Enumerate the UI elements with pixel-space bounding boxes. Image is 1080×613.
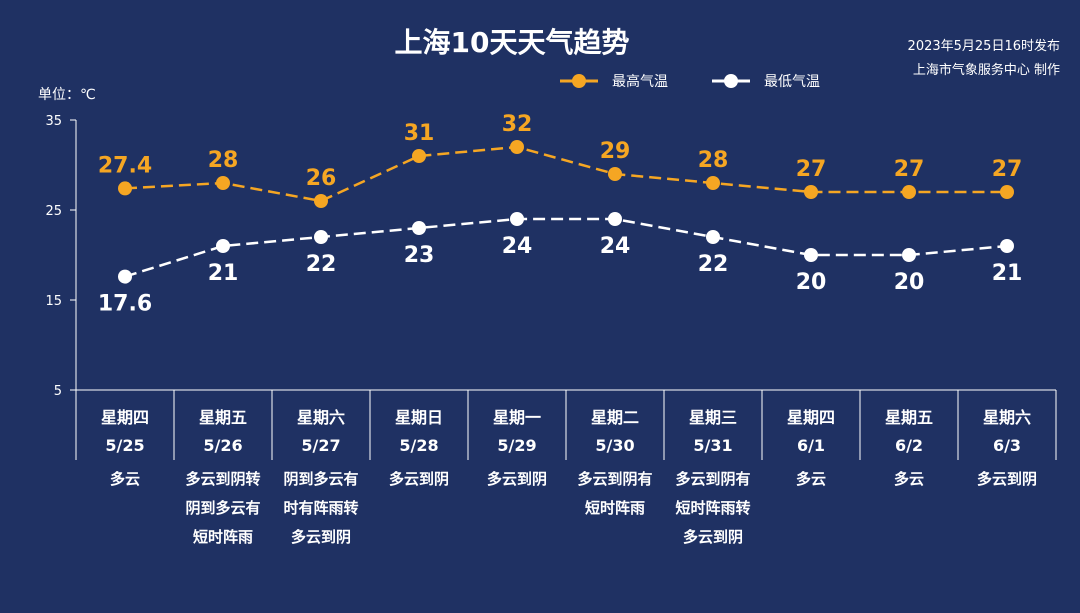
data-point-high bbox=[118, 181, 132, 196]
weather-text: 多云到阴 bbox=[389, 470, 449, 488]
chart-title: 上海10天天气趋势 bbox=[395, 26, 630, 59]
data-point-high bbox=[510, 140, 524, 154]
data-point-low bbox=[608, 212, 622, 226]
publish-time: 2023年5月25日16时发布 bbox=[908, 38, 1060, 54]
weather-text: 时有阵雨转 bbox=[283, 499, 358, 517]
date-label: 5/31 bbox=[693, 436, 732, 455]
data-label-low: 17.6 bbox=[98, 292, 152, 317]
weather-text: 阴到多云有 bbox=[283, 470, 358, 488]
data-label-low: 20 bbox=[796, 270, 827, 295]
data-label-high: 26 bbox=[306, 166, 337, 191]
weather-text: 阴到多云有 bbox=[185, 499, 260, 517]
date-label: 5/26 bbox=[203, 436, 242, 455]
weather-text: 多云 bbox=[796, 470, 826, 488]
weather-text: 多云 bbox=[894, 470, 924, 488]
data-label-high: 31 bbox=[404, 121, 435, 146]
data-point-low bbox=[314, 230, 328, 244]
date-label: 6/3 bbox=[993, 436, 1021, 455]
weather-text: 多云到阴有 bbox=[675, 470, 750, 488]
data-point-low bbox=[1000, 239, 1014, 253]
data-point-low bbox=[902, 248, 916, 262]
data-point-low bbox=[216, 239, 230, 253]
weather-text: 多云到阴 bbox=[977, 470, 1037, 488]
date-label: 6/1 bbox=[797, 436, 825, 455]
x-axis-labels: 星期四5/25多云星期五5/26多云到阴转阴到多云有短时阵雨星期六5/27阴到多… bbox=[101, 408, 1037, 546]
data-point-low bbox=[510, 212, 524, 226]
data-label-low: 20 bbox=[894, 270, 925, 295]
weather-text: 多云到阴转 bbox=[185, 470, 260, 488]
series-line-high bbox=[124, 145, 1007, 203]
date-label: 5/28 bbox=[399, 436, 438, 455]
data-point-high bbox=[412, 149, 426, 163]
data-point-high bbox=[804, 185, 818, 199]
data-point-high bbox=[608, 167, 622, 181]
weather-text: 多云到阴 bbox=[487, 470, 547, 488]
weekday-label: 星期三 bbox=[689, 408, 737, 427]
date-label: 5/29 bbox=[497, 436, 536, 455]
unit-label: 单位：℃ bbox=[38, 87, 96, 103]
data-point-high bbox=[314, 194, 328, 208]
weekday-label: 星期五 bbox=[199, 408, 247, 427]
series-line-low bbox=[124, 217, 1008, 278]
y-tick-label: 35 bbox=[45, 114, 62, 129]
data-label-low: 21 bbox=[992, 261, 1023, 286]
weekday-label: 星期六 bbox=[983, 408, 1031, 427]
legend-low: 最低气温 bbox=[712, 74, 820, 90]
legend-low-swatch-dot bbox=[724, 74, 738, 88]
data-point-high bbox=[216, 176, 230, 190]
series-layer: 27.4 28 26 31 32 29 28 27 27 27 17.6 21 22 23 24 24 22 20… bbox=[98, 112, 1022, 317]
y-tick-label: 15 bbox=[45, 294, 62, 309]
data-label-high: 27 bbox=[894, 157, 925, 182]
y-tick-label: 25 bbox=[45, 204, 62, 219]
legend-high-swatch-dot bbox=[572, 74, 586, 88]
data-label-low: 22 bbox=[306, 252, 337, 277]
data-label-high: 27.4 bbox=[98, 153, 152, 178]
axes: 5 15 25 35 bbox=[45, 114, 1057, 460]
date-label: 5/30 bbox=[595, 436, 634, 455]
data-point-low bbox=[412, 221, 426, 235]
data-label-low: 24 bbox=[600, 234, 631, 259]
weekday-label: 星期五 bbox=[885, 408, 933, 427]
date-label: 5/25 bbox=[105, 436, 144, 455]
weather-text: 多云到阴有 bbox=[577, 470, 652, 488]
date-label: 6/2 bbox=[895, 436, 923, 455]
data-label-high: 29 bbox=[600, 139, 631, 164]
data-label-high: 28 bbox=[698, 148, 729, 173]
date-label: 5/27 bbox=[301, 436, 340, 455]
weekday-label: 星期六 bbox=[297, 408, 345, 427]
legend-low-label: 最低气温 bbox=[764, 74, 820, 90]
weekday-label: 星期四 bbox=[787, 408, 835, 427]
weekday-label: 星期二 bbox=[591, 408, 639, 427]
weekday-label: 星期日 bbox=[395, 408, 443, 427]
weather-text: 多云到阴 bbox=[291, 528, 351, 546]
data-point-high bbox=[902, 185, 916, 199]
legend-high-label: 最高气温 bbox=[612, 73, 668, 90]
data-label-high: 32 bbox=[502, 112, 533, 137]
data-label-low: 22 bbox=[698, 252, 729, 277]
weather-text: 短时阵雨 bbox=[193, 528, 253, 546]
legend: 最高气温 最低气温 bbox=[560, 73, 820, 90]
weather-text: 多云 bbox=[110, 470, 140, 488]
data-point-low bbox=[118, 269, 132, 284]
data-label-low: 21 bbox=[208, 261, 239, 286]
data-label-low: 24 bbox=[502, 234, 533, 259]
weather-text: 多云到阴 bbox=[683, 528, 743, 546]
data-label-high: 28 bbox=[208, 148, 239, 173]
y-tick-label: 5 bbox=[54, 384, 62, 399]
publisher: 上海市气象服务中心 制作 bbox=[913, 62, 1060, 78]
weekday-label: 星期一 bbox=[493, 408, 541, 427]
weather-text: 短时阵雨 bbox=[585, 499, 645, 517]
data-label-high: 27 bbox=[796, 157, 827, 182]
data-point-high bbox=[706, 176, 720, 190]
data-point-high bbox=[1000, 185, 1014, 199]
data-point-low bbox=[706, 230, 720, 244]
data-label-low: 23 bbox=[404, 243, 435, 268]
weekday-label: 星期四 bbox=[101, 408, 149, 427]
data-label-high: 27 bbox=[992, 157, 1023, 182]
legend-high: 最高气温 bbox=[560, 73, 668, 90]
data-point-low bbox=[804, 248, 818, 262]
weather-text: 短时阵雨转 bbox=[675, 499, 750, 517]
